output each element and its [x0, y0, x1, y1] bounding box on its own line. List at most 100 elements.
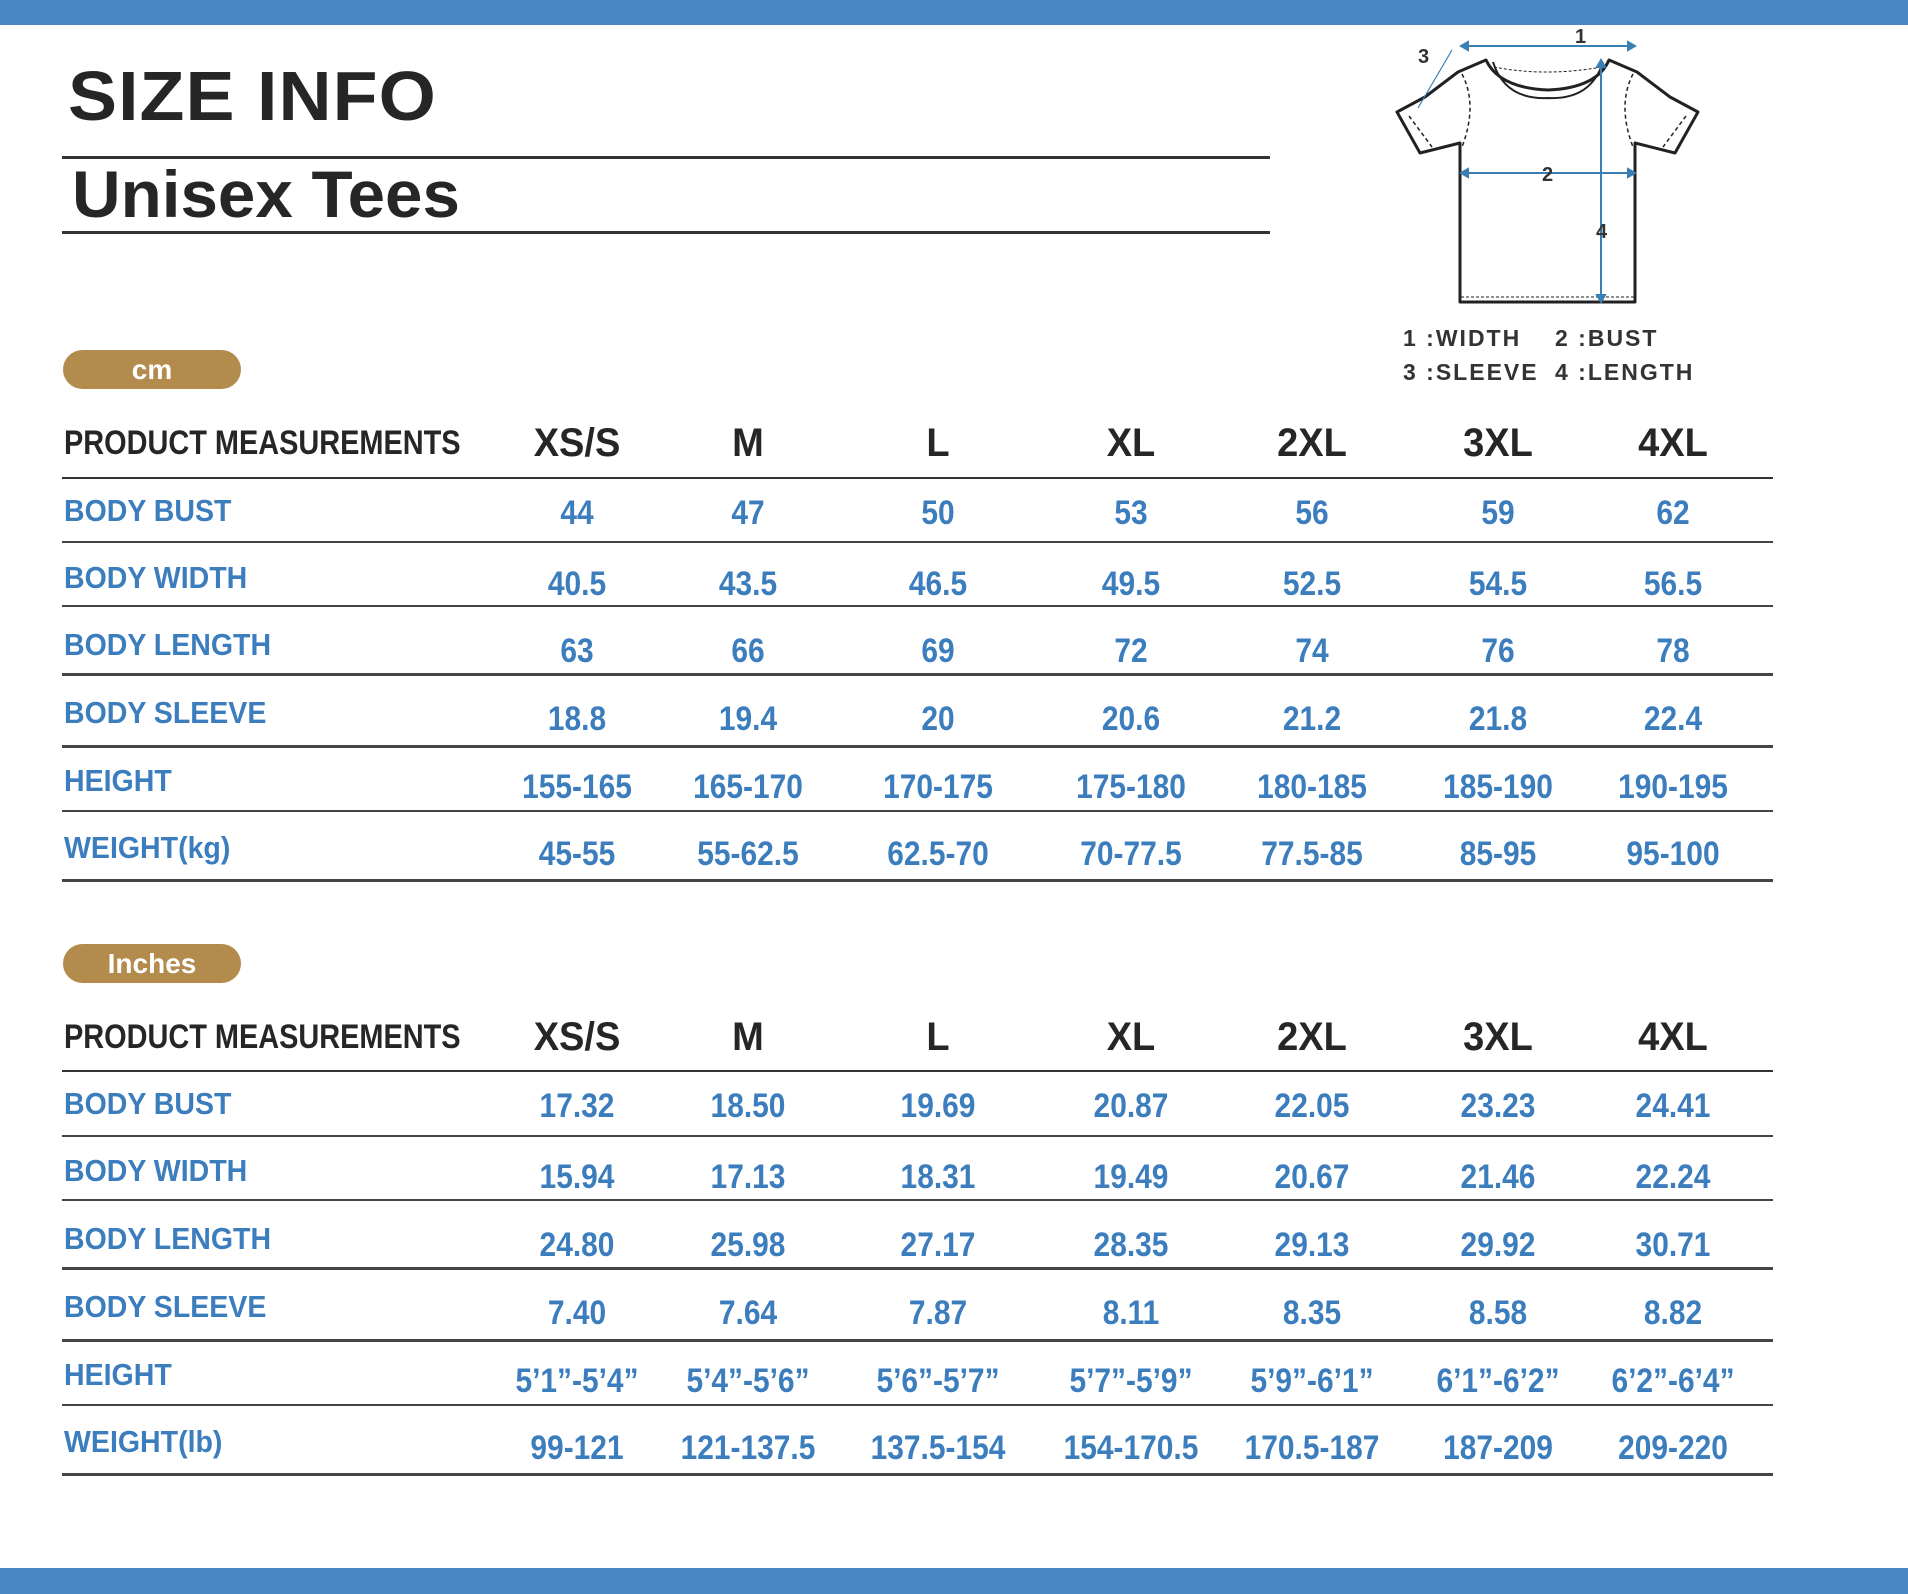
- legend-bust: 2 :BUST: [1555, 325, 1659, 351]
- cell-value: 54.5: [1468, 565, 1528, 603]
- cell-value: 137.5-154: [870, 1429, 1006, 1467]
- row-label: BODY SLEEVE: [64, 695, 267, 730]
- cell-value: 62: [1656, 494, 1690, 532]
- divider: [62, 879, 1773, 882]
- size-column-header: L: [926, 421, 950, 465]
- cell-value: 21.8: [1468, 700, 1528, 738]
- cell-value: 40.5: [547, 565, 607, 603]
- divider: [62, 673, 1773, 676]
- size-column-header: 2XL: [1277, 421, 1347, 465]
- cell-value: 6’2”-6’4”: [1611, 1362, 1735, 1400]
- unit-badge: cm: [63, 350, 241, 389]
- cell-value: 20.67: [1274, 1158, 1350, 1196]
- marker-3: 3: [1418, 46, 1429, 68]
- row-label: HEIGHT: [64, 763, 172, 798]
- legend-width: 1 :WIDTH: [1403, 325, 1522, 351]
- cell-value: 76: [1481, 632, 1515, 670]
- table-header-row: PRODUCT MEASUREMENTS XS/S M L XL 2XL 3XL 4XL: [62, 1007, 1773, 1067]
- legend-sleeve: 3 :SLEEVE: [1403, 359, 1539, 385]
- cell-value: 23.23: [1460, 1087, 1536, 1125]
- cell-value: 70-77.5: [1080, 835, 1182, 873]
- cell-value: 190-195: [1618, 768, 1728, 806]
- cell-value: 21.2: [1282, 700, 1342, 738]
- unit-badge: Inches: [63, 944, 241, 983]
- cell-value: 45-55: [538, 835, 616, 873]
- cell-value: 15.94: [539, 1158, 615, 1196]
- marker-4: 4: [1596, 221, 1608, 243]
- table-row: HEIGHT 5’1”-5’4” 5’4”-5’6” 5’6”-5’7” 5’7”-5’…: [62, 1345, 1773, 1405]
- cell-value: 24.41: [1635, 1087, 1711, 1125]
- divider: [62, 745, 1773, 748]
- table-row: WEIGHT(lb) 99-121 121-137.5 137.5-154 154-17…: [62, 1412, 1773, 1472]
- table-row: HEIGHT 155-165 165-170 170-175 175-180 180-18…: [62, 751, 1773, 811]
- row-label: WEIGHT(kg): [64, 830, 231, 865]
- size-column-header: XL: [1106, 421, 1156, 465]
- cell-value: 7.87: [908, 1294, 968, 1332]
- page-subtitle: Unisex Tees: [72, 157, 460, 231]
- cell-value: 85-95: [1459, 835, 1537, 873]
- cell-value: 78: [1656, 632, 1690, 670]
- size-column-header: XL: [1106, 1015, 1156, 1059]
- cell-value: 5’7”-5’9”: [1069, 1362, 1193, 1400]
- cell-value: 187-209: [1443, 1429, 1553, 1467]
- cell-value: 99-121: [530, 1429, 624, 1467]
- cell-value: 165-170: [693, 768, 803, 806]
- cell-value: 8.58: [1468, 1294, 1528, 1332]
- size-column-header: 4XL: [1638, 421, 1708, 465]
- cell-value: 20: [921, 700, 955, 738]
- cell-value: 18.31: [900, 1158, 976, 1196]
- divider: [62, 1070, 1773, 1072]
- header-label: PRODUCT MEASUREMENTS: [64, 424, 461, 462]
- size-column-header: XS/S: [533, 1015, 621, 1059]
- table-row: BODY BUST 44 47 50 53 56 59 62: [62, 481, 1773, 541]
- divider: [62, 1404, 1773, 1406]
- cell-value: 59: [1481, 494, 1515, 532]
- divider: [62, 231, 1270, 234]
- cell-value: 154-170.5: [1063, 1429, 1199, 1467]
- cell-value: 7.40: [547, 1294, 607, 1332]
- cell-value: 29.92: [1460, 1226, 1536, 1264]
- cell-value: 22.24: [1635, 1158, 1711, 1196]
- cell-value: 43.5: [718, 565, 778, 603]
- table-row: BODY WIDTH 15.94 17.13 18.31 19.49 20.67 21.46…: [62, 1141, 1773, 1201]
- cell-value: 8.11: [1102, 1294, 1160, 1332]
- size-column-header: M: [732, 421, 764, 465]
- row-label: BODY LENGTH: [64, 627, 272, 662]
- cell-value: 53: [1114, 494, 1148, 532]
- cell-value: 21.46: [1460, 1158, 1536, 1196]
- top-accent-bar: [0, 0, 1908, 25]
- cell-value: 5’1”-5’4”: [515, 1362, 639, 1400]
- cell-value: 19.49: [1093, 1158, 1169, 1196]
- row-label: BODY SLEEVE: [64, 1289, 267, 1324]
- row-label: BODY BUST: [64, 493, 232, 528]
- table-row: BODY WIDTH 40.5 43.5 46.5 49.5 52.5 54.5 56.5: [62, 548, 1773, 608]
- divider: [62, 810, 1773, 812]
- table-row: BODY LENGTH 63 66 69 72 74 76 78: [62, 615, 1773, 675]
- cell-value: 18.50: [710, 1087, 786, 1125]
- size-column-header: 3XL: [1463, 1015, 1533, 1059]
- cell-value: 180-185: [1257, 768, 1367, 806]
- cell-value: 8.82: [1643, 1294, 1703, 1332]
- cell-value: 209-220: [1618, 1429, 1728, 1467]
- cell-value: 5’4”-5’6”: [686, 1362, 810, 1400]
- cell-value: 25.98: [710, 1226, 786, 1264]
- row-label: BODY LENGTH: [64, 1221, 272, 1256]
- row-label: BODY BUST: [64, 1086, 232, 1121]
- row-label: WEIGHT(lb): [64, 1424, 223, 1459]
- cell-value: 47: [731, 494, 765, 532]
- cell-value: 77.5-85: [1261, 835, 1363, 873]
- cell-value: 55-62.5: [697, 835, 799, 873]
- cell-value: 175-180: [1076, 768, 1186, 806]
- cell-value: 46.5: [908, 565, 968, 603]
- cell-value: 56.5: [1643, 565, 1703, 603]
- cell-value: 29.13: [1274, 1226, 1350, 1264]
- cell-value: 69: [921, 632, 955, 670]
- cell-value: 155-165: [522, 768, 632, 806]
- cell-value: 7.64: [718, 1294, 778, 1332]
- row-label: BODY WIDTH: [64, 1153, 248, 1188]
- cell-value: 52.5: [1282, 565, 1342, 603]
- cell-value: 19.69: [900, 1087, 976, 1125]
- cell-value: 18.8: [547, 700, 607, 738]
- cell-value: 170.5-187: [1244, 1429, 1380, 1467]
- cell-value: 170-175: [883, 768, 993, 806]
